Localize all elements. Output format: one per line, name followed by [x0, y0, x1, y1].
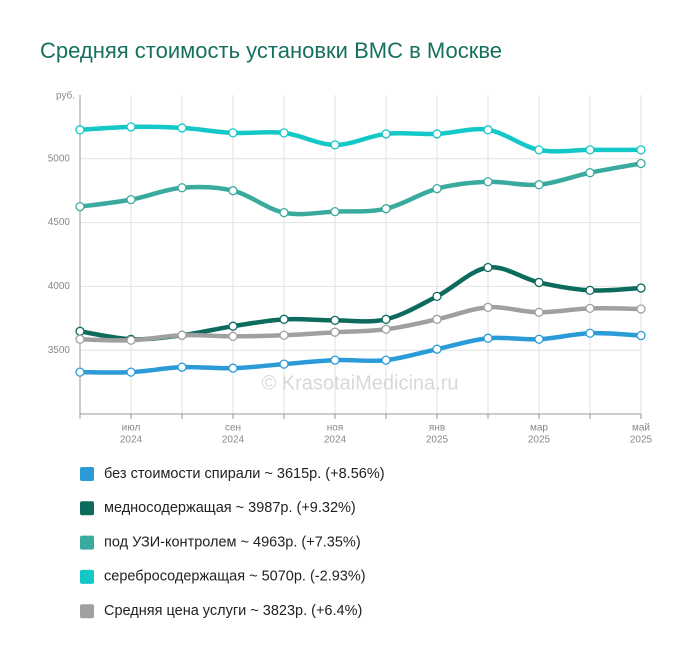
- point: [177, 183, 187, 193]
- point: [228, 186, 238, 196]
- point: [636, 304, 646, 314]
- point: [330, 140, 340, 150]
- point: [534, 145, 544, 155]
- y-tick-label: 5000: [48, 153, 71, 164]
- point: [636, 283, 646, 293]
- point: [432, 129, 442, 139]
- legend: без стоимости спирали ~ 3615р. (+8.56%) м…: [80, 466, 385, 619]
- point: [330, 355, 340, 365]
- point: [432, 344, 442, 354]
- legend-label: без стоимости спирали ~ 3615р. (+8.56%): [104, 466, 385, 482]
- series-line: [77, 124, 644, 154]
- point: [126, 122, 136, 132]
- point: [228, 331, 238, 341]
- point: [75, 367, 85, 377]
- point: [483, 333, 493, 343]
- point: [381, 355, 391, 365]
- point: [228, 363, 238, 373]
- point: [177, 123, 187, 133]
- series-line: [77, 265, 644, 342]
- legend-swatch: [80, 535, 94, 550]
- legend-label: Средняя цена услуги ~ 3823р. (+6.4%): [104, 603, 362, 619]
- point: [432, 184, 442, 194]
- chart-title: Средняя стоимость установки ВМС в Москве: [40, 38, 502, 63]
- point: [432, 314, 442, 324]
- point: [279, 128, 289, 138]
- point: [126, 194, 136, 205]
- point: [483, 302, 493, 312]
- point: [177, 330, 187, 340]
- x-tick-label: июл: [122, 423, 141, 434]
- point: [483, 262, 493, 273]
- point: [381, 129, 391, 139]
- point: [126, 367, 136, 377]
- point: [636, 158, 646, 169]
- y-tick-label: 4500: [48, 217, 71, 228]
- point: [228, 128, 238, 138]
- y-unit: руб.: [56, 90, 75, 102]
- legend-label: серебросодержащая ~ 5070р. (-2.93%): [104, 569, 366, 585]
- point: [534, 334, 544, 344]
- y-tick-label: 3500: [48, 345, 71, 356]
- point: [585, 168, 595, 178]
- point: [381, 314, 391, 324]
- series-line: [77, 161, 644, 217]
- point: [636, 145, 646, 155]
- point: [432, 291, 442, 302]
- x-tick-label: май: [632, 423, 650, 434]
- legend-swatch: [80, 569, 94, 584]
- point: [75, 125, 85, 135]
- point: [483, 125, 493, 135]
- x-tick-label: янв: [429, 423, 445, 434]
- legend-label: под УЗИ-контролем ~ 4963р. (+7.35%): [104, 534, 361, 550]
- x-tick-label: сен: [225, 423, 241, 434]
- point: [585, 303, 595, 313]
- point: [585, 145, 595, 155]
- point: [177, 362, 187, 372]
- x-tick-label: 2024: [120, 435, 143, 446]
- x-tick-label: 2025: [528, 435, 551, 446]
- x-tick-label: мар: [530, 423, 548, 434]
- legend-label: медносодержащая ~ 3987р. (+9.32%): [104, 500, 356, 516]
- point: [636, 330, 646, 341]
- x-tick-label: 2025: [426, 435, 449, 446]
- point: [534, 307, 544, 317]
- point: [585, 285, 595, 296]
- point: [483, 177, 493, 187]
- point: [279, 359, 289, 369]
- point: [228, 321, 238, 331]
- point: [75, 201, 85, 212]
- x-tick-label: 2025: [630, 435, 653, 446]
- legend-swatch: [80, 604, 94, 619]
- legend-swatch: [80, 467, 94, 481]
- plot: [75, 122, 646, 377]
- point: [381, 324, 391, 334]
- point: [534, 277, 544, 288]
- point: [279, 207, 289, 218]
- point: [330, 315, 340, 325]
- point: [75, 326, 85, 336]
- legend-swatch: [80, 501, 94, 516]
- point: [279, 314, 289, 324]
- point: [330, 206, 340, 217]
- watermark: © KrasotaiMedicina.ru: [261, 372, 458, 394]
- point: [279, 330, 289, 340]
- y-tick-label: 4000: [48, 281, 71, 292]
- point: [126, 335, 136, 345]
- point: [75, 334, 85, 344]
- point: [381, 204, 391, 214]
- x-tick-label: 2024: [324, 435, 347, 446]
- point: [585, 328, 595, 338]
- x-tick-label: 2024: [222, 435, 245, 446]
- point: [534, 180, 544, 190]
- x-tick-label: ноя: [327, 423, 344, 434]
- point: [330, 327, 340, 337]
